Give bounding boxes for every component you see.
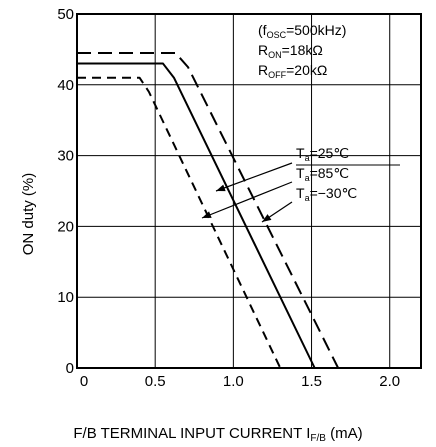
- x-tick-label: 0.5: [145, 373, 166, 390]
- y-tick-label: 20: [57, 218, 74, 235]
- series-label-2: Ta=−30℃: [296, 185, 357, 203]
- series-pointer-arrows: [201, 162, 400, 223]
- x-tick-label: 2.0: [379, 373, 400, 390]
- pointer-arrowhead-2: [262, 214, 272, 222]
- y-axis-title: ON duty (%): [20, 173, 37, 256]
- pointer-line-0: [215, 162, 293, 192]
- series-line-2: [77, 51, 340, 369]
- x-axis-title-main: F/B TERMINAL INPUT CURRENT I: [73, 425, 310, 442]
- condition-line-2: ROFF=20kΩ: [258, 62, 327, 80]
- x-axis-title-unit: (mA): [326, 425, 363, 442]
- y-tick-label: 50: [57, 6, 74, 23]
- y-tick-label: 40: [57, 77, 74, 94]
- series-line-1: [77, 76, 282, 369]
- x-axis-title: F/B TERMINAL INPUT CURRENT IF/B (mA): [73, 425, 362, 444]
- condition-line-1: RON=18kΩ: [258, 42, 323, 60]
- y-tick-label: 10: [57, 289, 74, 306]
- conditions-block: (fOSC=500kHz) RON=18kΩ ROFF=20kΩ: [258, 22, 346, 80]
- series-label-1: Ta=85℃: [296, 165, 349, 183]
- x-tick-label: 1.5: [301, 373, 322, 390]
- pointer-arrowhead-0: [216, 184, 226, 192]
- y-tick-labels: 0 10 20 30 40 50: [57, 6, 74, 377]
- series-label-0: Ta=25℃: [296, 145, 349, 163]
- y-tick-label: 30: [57, 148, 74, 165]
- condition-line-0: (fOSC=500kHz): [258, 22, 346, 40]
- x-tick-label: 0: [80, 373, 88, 390]
- pointer-line-1: [201, 181, 293, 219]
- grid-lines: [77, 14, 421, 368]
- series-group: [77, 51, 340, 369]
- series-labels: Ta=25℃ Ta=85℃ Ta=−30℃: [296, 145, 357, 203]
- pointer-arrowhead-1: [202, 211, 212, 218]
- x-axis-title-sub: F/B: [310, 433, 326, 444]
- y-tick-label: 0: [66, 360, 74, 377]
- x-tick-labels: 0 0.5 1.0 1.5 2.0: [80, 373, 400, 390]
- x-tick-label: 1.0: [223, 373, 244, 390]
- plot-frame: [76, 13, 422, 369]
- series-line-0: [77, 62, 316, 369]
